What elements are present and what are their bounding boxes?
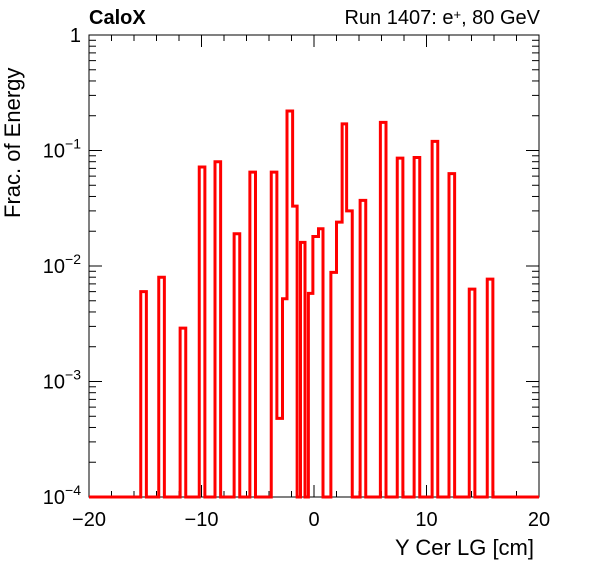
y-tick-label: 10−2 <box>43 251 81 278</box>
axis-tick-labels: −20 −10 0 10 20 1 10−1 10−2 10−3 10−4 <box>43 25 550 531</box>
x-tick-label: 0 <box>308 509 319 531</box>
histogram-line <box>89 109 539 499</box>
x-tick-label: 10 <box>415 509 437 531</box>
run-suffix: , 80 GeV <box>461 7 540 29</box>
x-axis-label: Y Cer LG [cm] <box>395 535 534 560</box>
x-tick-label: −10 <box>185 509 219 531</box>
y-axis-label: Frac. of Energy <box>0 67 25 218</box>
y-tick-label: 10−1 <box>43 136 81 163</box>
x-tick-label: 20 <box>528 509 550 531</box>
x-tick-label: −20 <box>72 509 106 531</box>
run-charge: + <box>453 7 462 22</box>
y-tick-label: 1 <box>70 25 81 47</box>
run-prefix: Run 1407: e <box>344 7 454 29</box>
y-tick-label: 10−3 <box>43 367 81 394</box>
run-info-label: Run 1407: e+, 80 GeV <box>344 6 540 30</box>
experiment-label: CaloX <box>89 7 146 29</box>
y-tick-label: 10−4 <box>43 482 81 509</box>
